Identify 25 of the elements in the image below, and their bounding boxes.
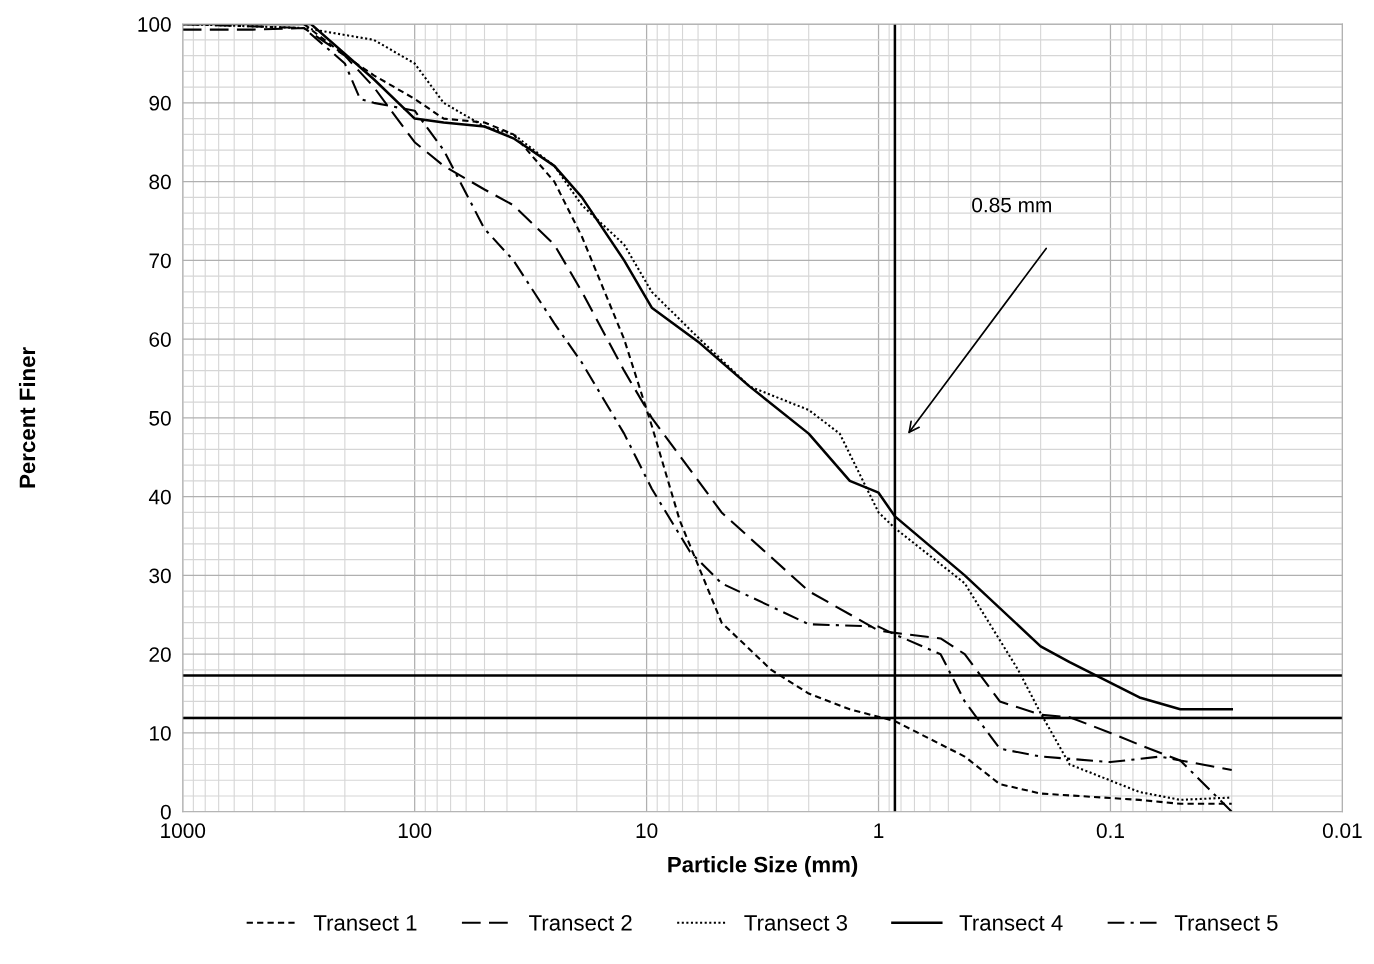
legend-label: Transect 4: [959, 915, 1063, 931]
y-tick-label: 70: [149, 253, 171, 269]
y-tick-label: 50: [149, 410, 171, 426]
legend-label: Transect 5: [1174, 915, 1278, 931]
x-tick-label: 1: [874, 823, 884, 838]
x-axis-title: Particle Size (mm): [668, 856, 858, 877]
x-tick-label: 1000: [161, 823, 206, 839]
y-tick-label: 10: [150, 725, 171, 741]
y-tick-label: 30: [149, 568, 171, 584]
y-tick-label: 100: [138, 17, 171, 32]
legend-label: Transect 1: [313, 915, 417, 931]
y-tick-label: 80: [149, 174, 171, 190]
x-tick-label: 100: [398, 823, 432, 839]
y-tick-label: 40: [148, 489, 171, 505]
y-tick-label: 0: [160, 804, 171, 820]
legend-label: Transect 3: [744, 914, 847, 931]
y-tick-label: 20: [149, 647, 171, 662]
x-tick-label: 0.01: [1322, 823, 1362, 839]
legend-label: Transect 2: [529, 914, 632, 931]
x-tick-label: 10: [636, 823, 658, 839]
y-tick-label: 90: [149, 95, 171, 111]
y-axis-title: Percent Finer: [18, 347, 36, 488]
y-tick-label: 60: [149, 332, 171, 347]
x-tick-label: 0.1: [1096, 823, 1124, 839]
annotation: 0.85 mm: [972, 197, 1051, 213]
